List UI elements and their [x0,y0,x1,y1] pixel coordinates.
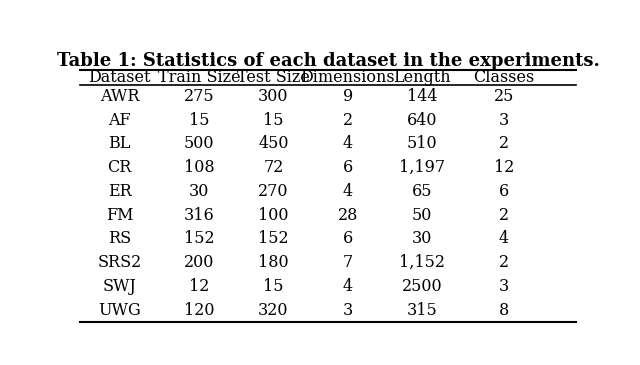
Text: 316: 316 [184,207,214,224]
Text: CR: CR [108,159,132,176]
Text: 2: 2 [343,112,353,129]
Text: FM: FM [106,207,133,224]
Text: 28: 28 [338,207,358,224]
Text: 7: 7 [342,254,353,271]
Text: 152: 152 [258,230,289,247]
Text: 6: 6 [499,183,509,200]
Text: 108: 108 [184,159,214,176]
Text: 100: 100 [258,207,289,224]
Text: Train Size: Train Size [157,69,241,86]
Text: 15: 15 [189,112,209,129]
Text: 4: 4 [343,135,353,153]
Text: Classes: Classes [474,69,534,86]
Text: 2: 2 [499,135,509,153]
Text: 25: 25 [494,88,515,105]
Text: 15: 15 [263,112,284,129]
Text: AF: AF [108,112,131,129]
Text: 6: 6 [342,159,353,176]
Text: 275: 275 [184,88,214,105]
Text: 15: 15 [263,278,284,295]
Text: 30: 30 [412,230,433,247]
Text: 320: 320 [258,301,289,319]
Text: 315: 315 [407,301,438,319]
Text: 500: 500 [184,135,214,153]
Text: 9: 9 [342,88,353,105]
Text: 4: 4 [343,183,353,200]
Text: ER: ER [108,183,132,200]
Text: AWR: AWR [100,88,140,105]
Text: 450: 450 [258,135,289,153]
Text: 12: 12 [494,159,515,176]
Text: 3: 3 [499,112,509,129]
Text: 12: 12 [189,278,209,295]
Text: 1,152: 1,152 [399,254,445,271]
Text: 50: 50 [412,207,433,224]
Text: 300: 300 [258,88,289,105]
Text: 30: 30 [189,183,209,200]
Text: 640: 640 [407,112,438,129]
Text: 65: 65 [412,183,433,200]
Text: BL: BL [109,135,131,153]
Text: 4: 4 [343,278,353,295]
Text: 270: 270 [258,183,289,200]
Text: Dimensions: Dimensions [301,69,395,86]
Text: 8: 8 [499,301,509,319]
Text: 144: 144 [407,88,438,105]
Text: 6: 6 [342,230,353,247]
Text: Table 1: Statistics of each dataset in the experiments.: Table 1: Statistics of each dataset in t… [56,52,600,70]
Text: SWJ: SWJ [103,278,136,295]
Text: 200: 200 [184,254,214,271]
Text: SRS2: SRS2 [97,254,142,271]
Text: 4: 4 [499,230,509,247]
Text: UWG: UWG [99,301,141,319]
Text: 2500: 2500 [402,278,442,295]
Text: 152: 152 [184,230,214,247]
Text: 180: 180 [258,254,289,271]
Text: RS: RS [108,230,131,247]
Text: 120: 120 [184,301,214,319]
Text: 2: 2 [499,207,509,224]
Text: 2: 2 [499,254,509,271]
Text: Dataset: Dataset [88,69,151,86]
Text: 3: 3 [499,278,509,295]
Text: 72: 72 [263,159,284,176]
Text: Length: Length [394,69,451,86]
Text: 510: 510 [407,135,438,153]
Text: 3: 3 [342,301,353,319]
Text: 1,197: 1,197 [399,159,445,176]
Text: Test Size: Test Size [237,69,310,86]
